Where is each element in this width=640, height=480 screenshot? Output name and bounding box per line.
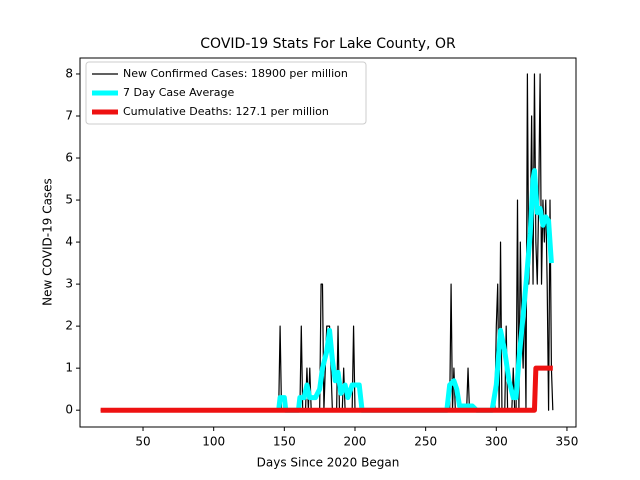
series-line [100,365,553,413]
legend-label: Cumulative Deaths: 127.1 per million [123,105,329,118]
y-tick-label: 7 [65,108,73,122]
x-tick-label: 150 [273,435,296,449]
x-tick-label: 250 [414,435,437,449]
y-tick-label: 0 [65,403,73,417]
plot-area [100,73,554,413]
x-tick-label: 50 [135,435,150,449]
x-tick-label: 200 [344,435,367,449]
y-tick-label: 2 [65,319,73,333]
y-tick-label: 4 [65,235,73,249]
legend-box [85,61,367,125]
y-tick-label: 5 [65,193,73,207]
series-line [276,168,554,413]
legend-label: New Confirmed Cases: 18900 per million [123,67,348,80]
x-tick-label: 350 [556,435,579,449]
y-tick-label: 3 [65,277,73,291]
y-tick-label: 8 [65,66,73,80]
y-tick-label: 1 [65,361,73,375]
x-tick-label: 100 [202,435,225,449]
x-tick-label: 300 [485,435,508,449]
y-axis-label: New COVID-19 Cases [41,178,55,306]
legend-label: 7 Day Case Average [123,86,235,99]
chart-title: COVID-19 Stats For Lake County, OR [200,36,456,52]
x-axis-label: Days Since 2020 Began [257,456,400,470]
y-tick-label: 6 [65,151,73,165]
